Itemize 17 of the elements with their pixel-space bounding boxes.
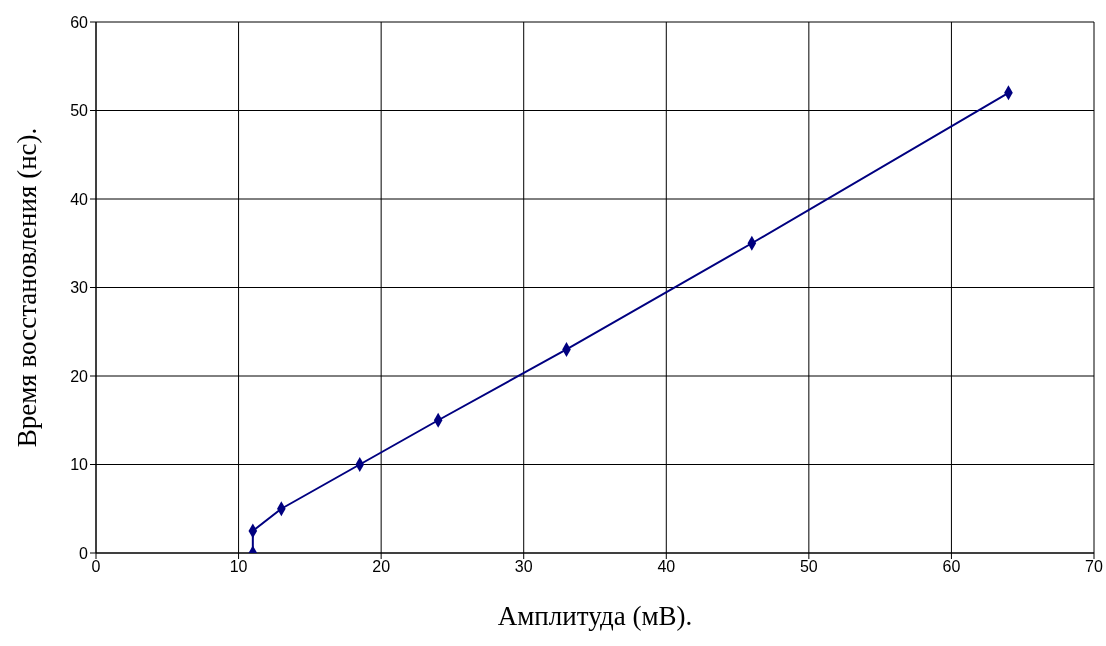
x-tick-label: 10	[229, 558, 248, 576]
x-tick-label: 50	[799, 558, 818, 576]
y-tick-label: 30	[70, 279, 89, 297]
x-tick-label: 60	[942, 558, 961, 576]
y-tick-label: 40	[70, 190, 89, 208]
y-tick-label: 50	[70, 102, 89, 120]
y-tick-label: 60	[70, 13, 89, 31]
y-tick-label: 10	[70, 456, 89, 474]
x-axis-title: Амплитуда (мВ).	[497, 601, 693, 631]
y-tick-label: 0	[79, 544, 89, 562]
x-tick-label: 30	[514, 558, 533, 576]
x-tick-label: 40	[657, 558, 676, 576]
y-axis-title: Время восстановления (нс).	[11, 127, 42, 448]
x-tick-label: 20	[372, 558, 391, 576]
x-tick-label: 70	[1085, 558, 1103, 576]
x-tick-label: 0	[91, 558, 101, 576]
y-tick-label: 20	[70, 367, 89, 385]
